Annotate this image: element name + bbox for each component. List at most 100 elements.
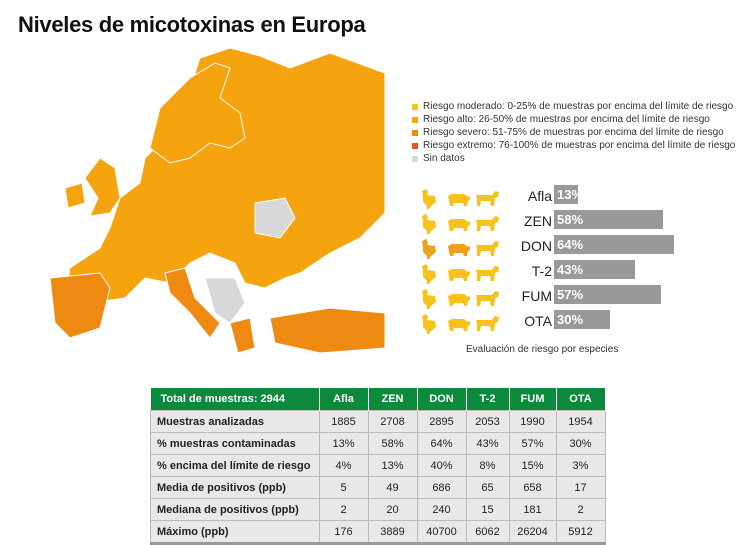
map-region-greece [229, 317, 256, 354]
legend-swatch [412, 116, 418, 123]
bar-category-label: T-2 [531, 263, 552, 279]
mycotoxin-table: Total de muestras: 2944 Afla ZEN DON T-2 FUM O… [150, 388, 606, 545]
table-header-cell: DON [417, 388, 467, 411]
table-cell: 2708 [367, 410, 418, 433]
legend-item: Sin datos [412, 152, 735, 165]
chicken-icon [418, 238, 444, 265]
table-cell: 13% [367, 454, 418, 477]
legend-item: Riesgo extremo: 76-100% de muestras por … [412, 139, 735, 152]
chicken-icon [418, 288, 444, 315]
table-cell: 58% [367, 432, 418, 455]
map-region-iberia [49, 272, 111, 339]
bar-category-label: DON [520, 238, 552, 254]
table-cell: 1990 [508, 410, 557, 433]
table-cell: % encima del límite de riesgo [150, 454, 320, 477]
chicken-icon [418, 263, 444, 290]
table-cell: 2895 [416, 410, 467, 433]
table-cell: 49 [367, 476, 418, 499]
bar: 30% [554, 310, 611, 329]
map-region-scandinavia [149, 62, 246, 164]
table-header-cell: FUM [509, 388, 557, 411]
table-cell: 1954 [555, 410, 606, 433]
legend-swatch [412, 103, 418, 110]
pig-icon [446, 288, 472, 315]
table-cell: 20 [367, 498, 418, 521]
legend-label: Sin datos [423, 153, 465, 164]
table-row: Muestras analizadas 1885 2708 2895 2053 1990 1… [150, 410, 606, 433]
table-cell: 2 [555, 498, 606, 521]
table-header-cell: ZEN [368, 388, 418, 411]
table-cell: 43% [465, 432, 510, 455]
table-cell: 57% [508, 432, 557, 455]
table-header-cell: Afla [319, 388, 369, 411]
table-cell: 6062 [465, 520, 510, 545]
table-cell: 2 [318, 498, 369, 521]
table-cell: Máximo (ppb) [150, 520, 320, 545]
bar: 64% [554, 235, 675, 254]
table-row: % encima del límite de riesgo 4% 13% 40% 8% 1… [150, 454, 606, 477]
table-cell: 658 [508, 476, 557, 499]
bar-category-label: FUM [521, 288, 552, 304]
legend-label: Riesgo extremo: 76-100% de muestras por … [423, 140, 736, 151]
page-title: Niveles de micotoxinas en Europa [18, 12, 366, 37]
chart-caption: Evaluación de riesgo por especies [466, 344, 619, 355]
chicken-icon [418, 213, 444, 240]
table-header-row: Total de muestras: 2944 Afla ZEN DON T-2 FUM O… [150, 388, 606, 411]
table-cell: 3% [555, 454, 606, 477]
bar-category-label: OTA [524, 313, 552, 329]
europe-map [49, 47, 386, 354]
map-region-ireland [64, 182, 86, 209]
table-cell: 686 [416, 476, 467, 499]
risk-row-zen: ZEN 58% [418, 210, 718, 234]
cow-icon [474, 238, 500, 265]
table-header-cell: Total de muestras: 2944 [150, 388, 320, 411]
risk-row-t-2: T-2 43% [418, 260, 718, 284]
pig-icon [446, 188, 472, 215]
table-cell: 181 [508, 498, 557, 521]
pig-icon [446, 313, 472, 340]
risk-row-don: DON 64% [418, 235, 718, 259]
cow-icon [474, 263, 500, 290]
table-header-cell: T-2 [466, 388, 510, 411]
table-cell: 4% [318, 454, 369, 477]
table-cell: 240 [416, 498, 467, 521]
risk-row-ota: OTA 30% [418, 310, 718, 334]
chicken-icon [418, 313, 444, 340]
pig-icon [446, 238, 472, 265]
table-cell: 3889 [367, 520, 418, 545]
table-cell: 15 [465, 498, 510, 521]
table-cell: 40700 [416, 520, 467, 545]
legend-label: Riesgo moderado: 0-25% de muestras por e… [423, 101, 734, 112]
table-cell: 5 [318, 476, 369, 499]
table-cell: 2053 [465, 410, 510, 433]
table-cell: Mediana de positivos (ppb) [150, 498, 320, 521]
risk-row-afla: Afla 13% [418, 185, 718, 209]
table-row: Media de positivos (ppb) 5 49 686 65 658 17 [150, 476, 606, 499]
table-cell: 5912 [555, 520, 606, 545]
table-cell: Muestras analizadas [150, 410, 320, 433]
table-cell: 15% [508, 454, 557, 477]
table-cell: 40% [416, 454, 467, 477]
table-row: Máximo (ppb) 176 3889 40700 6062 26204 5912 [150, 520, 606, 545]
map-region-uk [84, 157, 121, 217]
table-row: % muestras contaminadas 13% 58% 64% 43% 57% 30… [150, 432, 606, 455]
table-cell: 13% [318, 432, 369, 455]
map-region-italy [164, 267, 221, 339]
bar: 58% [554, 210, 664, 229]
table-cell: 8% [465, 454, 510, 477]
risk-row-fum: FUM 57% [418, 285, 718, 309]
legend-label: Riesgo severo: 51-75% de muestras por en… [423, 127, 724, 138]
bar: 57% [554, 285, 662, 304]
legend-item: Riesgo moderado: 0-25% de muestras por e… [412, 100, 735, 113]
pig-icon [446, 263, 472, 290]
bar-category-label: Afla [527, 188, 552, 204]
cow-icon [474, 213, 500, 240]
table-cell: 30% [555, 432, 606, 455]
legend-swatch [412, 142, 418, 149]
table-cell: Media de positivos (ppb) [150, 476, 320, 499]
table-row: Mediana de positivos (ppb) 2 20 240 15 181 2 [150, 498, 606, 521]
table-cell: 17 [555, 476, 606, 499]
table-cell: % muestras contaminadas [150, 432, 320, 455]
map-region-turkey [269, 307, 386, 354]
table-cell: 1885 [318, 410, 369, 433]
